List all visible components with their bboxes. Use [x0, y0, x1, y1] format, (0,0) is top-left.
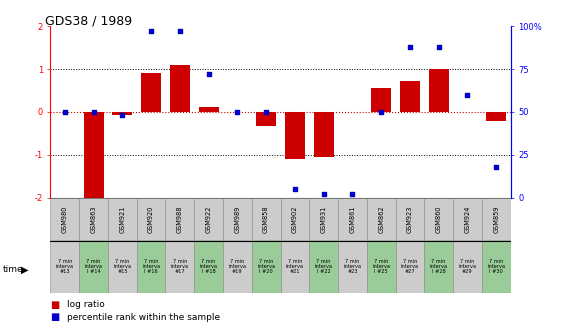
Bar: [84, 112, 104, 198]
Bar: [338, 240, 367, 293]
Text: GSM921: GSM921: [119, 205, 125, 233]
Text: ■: ■: [50, 312, 59, 322]
Bar: [50, 240, 79, 293]
Point: [89, 109, 98, 115]
Bar: [482, 198, 511, 240]
Point: [204, 72, 213, 77]
Text: GSM859: GSM859: [493, 205, 499, 233]
Bar: [280, 240, 309, 293]
Bar: [256, 112, 276, 126]
Point: [319, 192, 328, 197]
Bar: [170, 65, 190, 112]
Point: [491, 164, 500, 169]
Bar: [396, 240, 424, 293]
Bar: [137, 240, 165, 293]
Bar: [429, 69, 449, 112]
Text: GSM860: GSM860: [436, 205, 442, 233]
Bar: [108, 198, 137, 240]
Text: 7 min
interva
l #22: 7 min interva l #22: [315, 259, 333, 274]
Bar: [309, 240, 338, 293]
Text: 7 min
interva
#15: 7 min interva #15: [113, 259, 131, 274]
Text: 7 min
interva
#21: 7 min interva #21: [286, 259, 304, 274]
Point: [261, 109, 270, 115]
Text: GDS38 / 1989: GDS38 / 1989: [45, 15, 132, 28]
Text: ■: ■: [50, 300, 59, 310]
Bar: [424, 198, 453, 240]
Point: [233, 109, 242, 115]
Text: time: time: [3, 265, 24, 274]
Text: 7 min
interva
#17: 7 min interva #17: [171, 259, 189, 274]
Text: 7 min
interva
#23: 7 min interva #23: [343, 259, 361, 274]
Bar: [112, 112, 132, 115]
Bar: [453, 240, 482, 293]
Bar: [223, 198, 252, 240]
Bar: [371, 88, 391, 112]
Text: GSM920: GSM920: [148, 205, 154, 233]
Bar: [396, 198, 424, 240]
Text: GSM931: GSM931: [321, 205, 327, 233]
Text: 7 min
interva
l #18: 7 min interva l #18: [200, 259, 218, 274]
Text: GSM902: GSM902: [292, 205, 298, 233]
Bar: [367, 198, 396, 240]
Text: percentile rank within the sample: percentile rank within the sample: [67, 313, 220, 322]
Bar: [309, 198, 338, 240]
Bar: [79, 240, 108, 293]
Text: GSM923: GSM923: [407, 205, 413, 233]
Point: [348, 192, 357, 197]
Bar: [482, 240, 511, 293]
Bar: [367, 240, 396, 293]
Text: 7 min
interva
l #20: 7 min interva l #20: [257, 259, 275, 274]
Bar: [194, 198, 223, 240]
Point: [61, 109, 70, 115]
Bar: [314, 112, 334, 157]
Text: GSM989: GSM989: [234, 205, 240, 233]
Bar: [108, 240, 137, 293]
Point: [146, 29, 155, 34]
Text: 7 min
interva
l #30: 7 min interva l #30: [487, 259, 505, 274]
Bar: [338, 198, 367, 240]
Bar: [137, 198, 165, 240]
Point: [291, 187, 300, 192]
Bar: [194, 240, 223, 293]
Text: GSM863: GSM863: [91, 205, 96, 233]
Bar: [453, 198, 482, 240]
Text: GSM980: GSM980: [62, 205, 68, 233]
Text: GSM858: GSM858: [263, 205, 269, 233]
Text: 7 min
interva
#13: 7 min interva #13: [56, 259, 74, 274]
Bar: [400, 81, 420, 112]
Text: 7 min
interva
#29: 7 min interva #29: [458, 259, 476, 274]
Text: 7 min
interva
l #25: 7 min interva l #25: [372, 259, 390, 274]
Text: 7 min
interva
l #28: 7 min interva l #28: [430, 259, 448, 274]
Text: GSM924: GSM924: [465, 205, 470, 233]
Bar: [50, 198, 79, 240]
Point: [434, 44, 443, 49]
Text: log ratio: log ratio: [67, 300, 105, 309]
Text: GSM922: GSM922: [206, 205, 211, 233]
Bar: [79, 198, 108, 240]
Text: GSM861: GSM861: [350, 205, 355, 233]
Bar: [199, 107, 219, 112]
Bar: [252, 240, 280, 293]
Point: [118, 113, 127, 118]
Bar: [424, 240, 453, 293]
Bar: [285, 112, 305, 159]
Text: 7 min
interva
#27: 7 min interva #27: [401, 259, 419, 274]
Bar: [486, 112, 506, 121]
Bar: [223, 240, 252, 293]
Bar: [280, 198, 309, 240]
Text: GSM988: GSM988: [177, 205, 183, 233]
Text: ▶: ▶: [21, 265, 29, 275]
Bar: [165, 198, 194, 240]
Bar: [141, 73, 161, 112]
Text: GSM862: GSM862: [378, 205, 384, 233]
Point: [176, 29, 185, 34]
Bar: [165, 240, 194, 293]
Point: [376, 109, 385, 115]
Point: [406, 44, 415, 49]
Point: [463, 92, 472, 97]
Text: 7 min
interva
l #16: 7 min interva l #16: [142, 259, 160, 274]
Text: 7 min
interva
l #14: 7 min interva l #14: [85, 259, 103, 274]
Bar: [252, 198, 280, 240]
Text: 7 min
interva
#19: 7 min interva #19: [228, 259, 246, 274]
